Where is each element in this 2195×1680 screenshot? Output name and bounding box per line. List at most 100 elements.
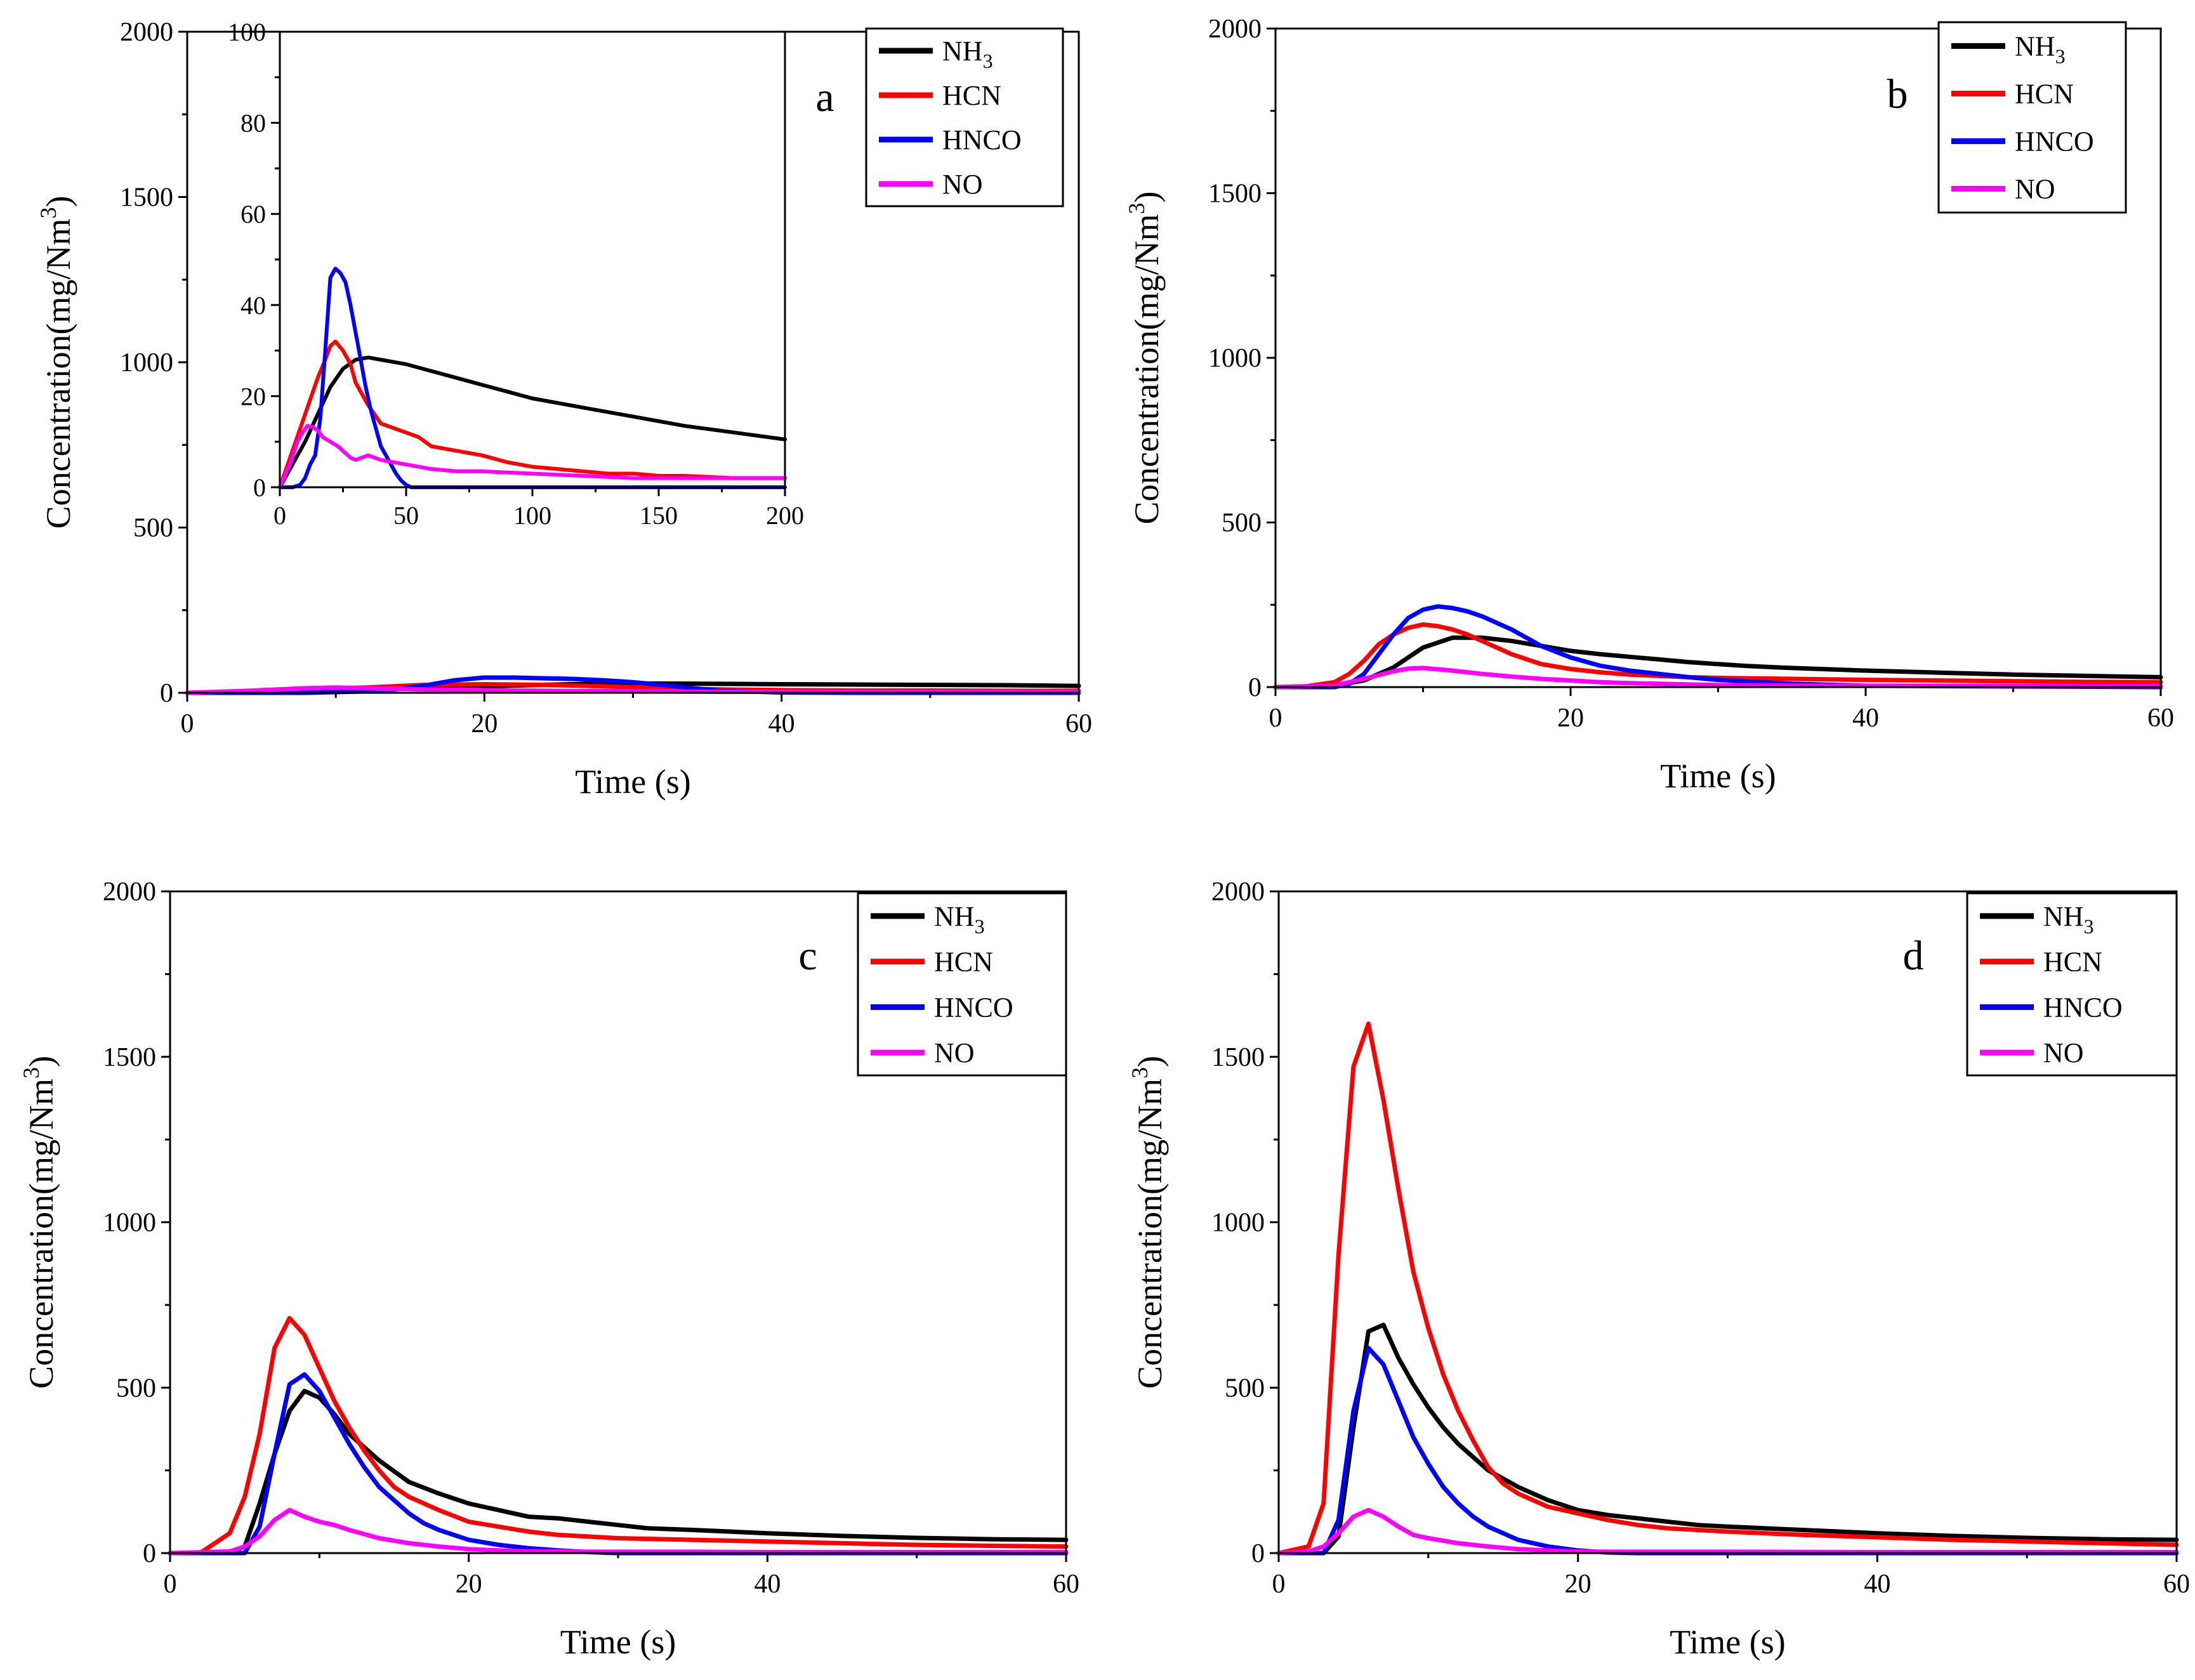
- panel-a-y-tick-label: 1000: [120, 348, 173, 377]
- panel-c-series-hcn: [168, 1316, 1069, 1556]
- panel-a-legend-label-sub: 3: [983, 49, 993, 72]
- panel-d-series-nh3: [1276, 1322, 2179, 1556]
- panel-b-x-tick-label: 20: [1557, 704, 1584, 733]
- panel-c-y-tick-label: 500: [116, 1374, 156, 1403]
- panel-b-y-tick-label: 0: [1248, 673, 1262, 702]
- panel-b-legend-label-sub: 3: [2055, 45, 2066, 68]
- panel-a-inset-x-tick-label: 150: [640, 501, 678, 530]
- panel-c-y-axis-title: Concentration(mg/Nm3): [18, 1056, 60, 1389]
- panel-c-legend-label-nh3: NH3: [934, 901, 985, 938]
- panel-b-series-hcn: [1273, 622, 2163, 690]
- panel-d-y-axis-title-end: ): [1131, 1056, 1169, 1067]
- panel-d-legend-box: [1966, 892, 2178, 1077]
- panel-d-x-tick-label: 20: [1565, 1570, 1592, 1599]
- panel-a-inset-x-tick-label: 200: [766, 501, 804, 530]
- panel-d-legend-label-hcn: HCN: [2043, 947, 2102, 978]
- panel-c-legend-box: [857, 892, 1067, 1077]
- panel-d-letter: d: [1903, 933, 1924, 979]
- panel-c-x-axis-title: Time (s): [560, 1623, 676, 1661]
- panel-d-legend-label-base: NH: [2043, 901, 2084, 932]
- panel-b-x-tick-label: 60: [2147, 704, 2174, 733]
- panel-c-x-tick-label: 60: [1053, 1570, 1079, 1599]
- panel-a-y-axis-title-sup: 3: [36, 207, 61, 219]
- panel-d: 0 20 40 60 0 500 1000 1500 2000 Time (s) Concentra…: [1127, 877, 2190, 1661]
- panel-d-y-axis-title-sup: 3: [1127, 1067, 1152, 1079]
- panel-c-y-axis-title-sup: 3: [18, 1067, 44, 1079]
- panel-a-series-no: [185, 685, 1081, 695]
- panel-a-letter: a: [815, 74, 834, 121]
- panel-a-legend-label-hcn: HCN: [942, 80, 1001, 111]
- panel-c-legend-label-hcn: HCN: [934, 947, 993, 978]
- panel-c-legend-label-base: NO: [934, 1037, 975, 1068]
- panel-c: 0 20 40 60 0 500 1000 1500 2000 Time (s) Concentra…: [18, 877, 1079, 1661]
- panel-a-inset-background: [280, 32, 785, 487]
- panel-c-legend-label-sub: 3: [975, 915, 985, 938]
- panel-a-legend-label-base: HCN: [942, 80, 1001, 111]
- panel-a-y-axis-title: Concentration(mg/Nm3): [36, 196, 77, 529]
- panel-a-legend-label-base: NH: [942, 36, 983, 67]
- panel-a-inset-x-tick-label: 0: [274, 501, 286, 530]
- panel-a-inset-y-tick-label: 40: [241, 291, 266, 320]
- panel-a-legend-label-hnco: HNCO: [942, 124, 1022, 155]
- panel-c-series-nh3: [168, 1389, 1069, 1556]
- panel-d-legend-label-no: NO: [2043, 1037, 2084, 1068]
- panel-c-x-tick-label: 0: [164, 1570, 177, 1599]
- panel-b-legend-label-base: HNCO: [2015, 126, 2094, 157]
- panel-b-x-tick-label: 40: [1852, 704, 1879, 733]
- panel-a-y-axis-title-base: Concentration(mg/Nm: [39, 219, 77, 529]
- panel-d-y-tick-label: 2000: [1211, 877, 1265, 907]
- panel-d-series-no: [1276, 1507, 2179, 1556]
- panel-b-y-axis-title-base: Concentration(mg/Nm: [1128, 214, 1166, 525]
- panel-d-series-hcn: [1276, 1021, 2179, 1556]
- panel-b-x-tick-label: 0: [1269, 704, 1282, 733]
- panel-a-x-tick-label: 0: [181, 709, 194, 738]
- panel-a-y-tick-label: 0: [160, 679, 173, 708]
- panel-a-y-tick-label: 500: [133, 514, 173, 543]
- panel-c-legend-label-base: NH: [934, 901, 975, 932]
- panel-c-y-tick-label: 1500: [103, 1043, 156, 1072]
- panel-b-legend-label-base: HCN: [2015, 79, 2074, 110]
- panel-b-y-tick-label: 500: [1222, 509, 1262, 538]
- panel-b-legend-label-base: NO: [2015, 174, 2055, 205]
- panel-a-inset-series-no: [278, 424, 787, 489]
- panel-a-inset: 0 50 100 150 200 0 20 40 60 80 100: [228, 18, 804, 530]
- panel-c-y-tick-label: 2000: [103, 877, 156, 907]
- panel-c-y-tick-label: 1000: [103, 1209, 156, 1238]
- panel-d-y-axis-title-base: Concentration(mg/Nm: [1131, 1079, 1169, 1389]
- panel-c-letter: c: [798, 933, 817, 979]
- panel-a-inset-y-tick-label: 80: [241, 109, 266, 138]
- panel-b-y-axis-title-end: ): [1128, 192, 1166, 203]
- panel-a-legend-label-base: HNCO: [942, 124, 1022, 155]
- panel-b-legend-label-hcn: HCN: [2015, 79, 2074, 110]
- panel-a-inset-y-tick-label: 60: [241, 200, 266, 228]
- panel-a-inset-x-tick-label: 100: [513, 501, 551, 530]
- panel-a-legend-label-no: NO: [942, 169, 983, 200]
- panel-a-x-tick-label: 20: [471, 709, 498, 738]
- panel-b-legend-label-no: NO: [2015, 174, 2055, 205]
- panel-d-legend-label-base: HCN: [2043, 947, 2102, 978]
- panel-d-x-tick-label: 40: [1864, 1570, 1890, 1599]
- panel-a-y-tick-label: 2000: [120, 18, 173, 47]
- panel-d-series-hnco: [1276, 1346, 2179, 1556]
- panel-c-x-tick-label: 20: [456, 1570, 482, 1599]
- panel-c-series-no: [168, 1507, 1069, 1556]
- panel-a-x-tick-label: 60: [1065, 709, 1092, 738]
- panel-b-legend-box: [1937, 21, 2127, 214]
- panel-c-y-axis-title-end: ): [22, 1056, 60, 1067]
- panel-a-x-tick-label: 40: [768, 709, 795, 738]
- panel-a-y-tick-label: 1500: [120, 183, 173, 213]
- panel-d-legend-label-base: NO: [2043, 1037, 2084, 1068]
- panel-d-legend-label-nh3: NH3: [2043, 901, 2094, 938]
- panel-c-legend-label-base: HNCO: [934, 992, 1013, 1023]
- panel-d-y-tick-label: 1500: [1211, 1043, 1265, 1072]
- panel-b-y-tick-label: 1000: [1208, 344, 1262, 373]
- panel-b-y-axis-title: Concentration(mg/Nm3): [1124, 192, 1166, 525]
- panel-b-legend-label-nh3: NH3: [2015, 31, 2066, 68]
- panel-a-inset-y-tick-label: 100: [228, 18, 266, 46]
- panel-b-y-axis-title-sup: 3: [1124, 203, 1149, 214]
- panel-b-legend-label-base: NH: [2015, 31, 2055, 62]
- panel-c-legend-label-base: HCN: [934, 947, 993, 978]
- panel-a-inset-y-tick-label: 20: [241, 382, 266, 410]
